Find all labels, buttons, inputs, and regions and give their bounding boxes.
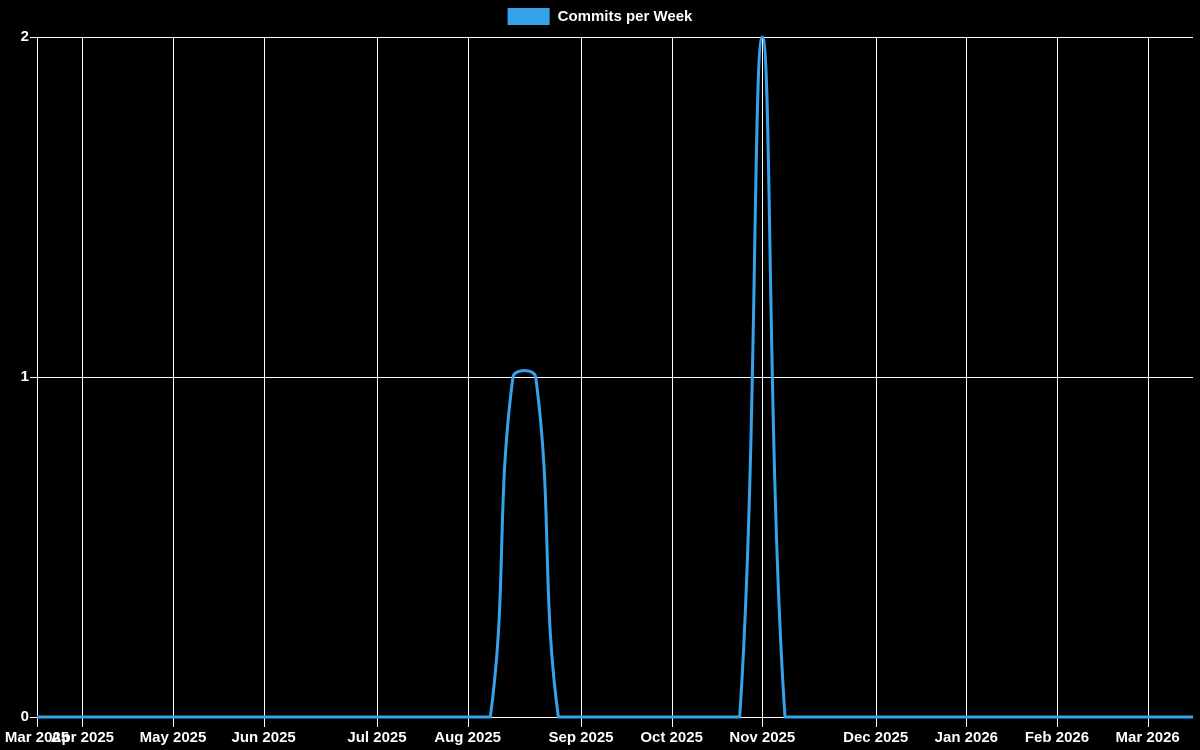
vertical-gridlines [37, 37, 1149, 727]
x-tick-label: Oct 2025 [640, 729, 703, 746]
x-tick-label: Jun 2025 [231, 729, 296, 746]
x-tick-label: May 2025 [139, 729, 207, 746]
y-tick-label: 0 [20, 708, 29, 725]
legend-swatch [507, 8, 550, 25]
commits-line-series [36, 35, 1193, 719]
x-tick-label: Apr 2025 [50, 729, 115, 746]
x-tick-label: Feb 2026 [1024, 729, 1090, 746]
x-tick-label: Jan 2026 [934, 729, 999, 746]
x-tick-label: Mar 2025 [4, 729, 70, 746]
x-tick-label: Aug 2025 [434, 729, 502, 746]
x-tick-label: Dec 2025 [843, 729, 909, 746]
y-tick-label: 2 [20, 28, 29, 45]
legend[interactable]: Commits per Week [507, 8, 693, 25]
x-tick-label: Sep 2025 [548, 729, 614, 746]
x-tick-label: Nov 2025 [729, 729, 796, 746]
y-tick-label: 1 [20, 368, 29, 385]
horizontal-gridlines [30, 37, 1193, 718]
x-tick-label: Mar 2026 [1115, 729, 1180, 746]
x-tick-label: Jul 2025 [347, 729, 407, 746]
legend-label: Commits per Week [557, 8, 693, 25]
